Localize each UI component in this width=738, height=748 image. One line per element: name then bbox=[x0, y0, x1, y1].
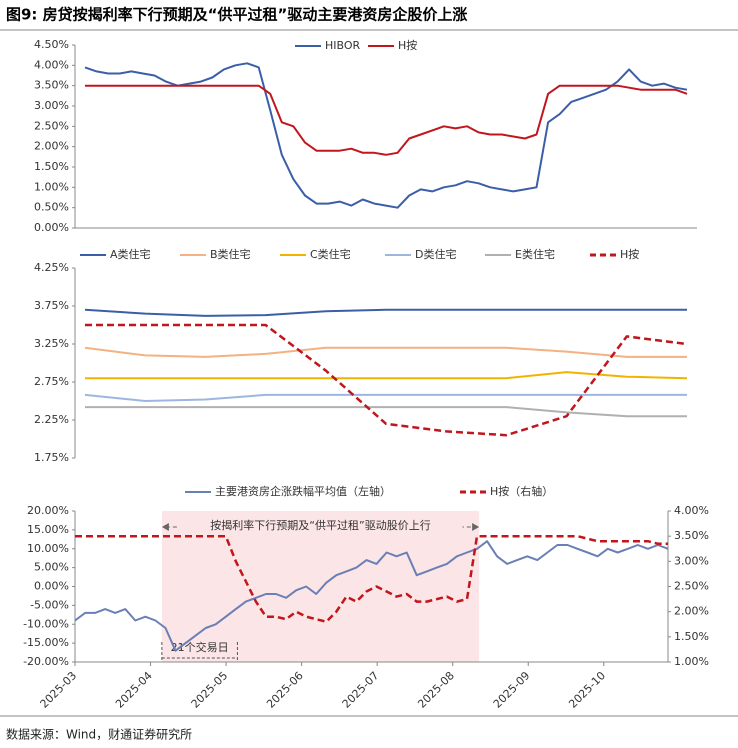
legend-label: A类住宅 bbox=[110, 247, 151, 261]
legend-label: B类住宅 bbox=[210, 247, 251, 261]
y-tick-label: 3.50% bbox=[34, 79, 69, 92]
series-line bbox=[85, 84, 688, 156]
x-tick-label: 2025-06 bbox=[264, 669, 306, 711]
legend-label: D类住宅 bbox=[415, 247, 456, 261]
legend-label: 主要港资房企涨跌幅平均值（左轴） bbox=[215, 484, 391, 498]
y-tick-label: 4.00% bbox=[34, 58, 69, 71]
y-tick-label: 2.50% bbox=[34, 119, 69, 132]
legend-label: H按（右轴） bbox=[490, 484, 553, 498]
legend-label: HIBOR bbox=[325, 39, 361, 52]
y2-tick-label: 4.00% bbox=[674, 504, 709, 517]
x-tick-label: 2025-04 bbox=[113, 669, 155, 711]
shaded-period bbox=[161, 511, 480, 662]
source: 数据来源：Wind，财通证券研究所 bbox=[6, 727, 192, 742]
x-tick-label: 2025-07 bbox=[340, 669, 382, 711]
y-tick-label: -20.00% bbox=[23, 655, 69, 668]
y-tick-label: 3.00% bbox=[34, 99, 69, 112]
x-tick-label: 2025-08 bbox=[415, 669, 457, 711]
y2-tick-label: 1.50% bbox=[674, 630, 709, 643]
legend-label: H按 bbox=[398, 38, 417, 52]
y-tick-label: 4.25% bbox=[34, 261, 69, 274]
series-line bbox=[85, 406, 687, 418]
y-tick-label: 1.75% bbox=[34, 451, 69, 464]
series-line bbox=[75, 534, 668, 623]
series-line bbox=[84, 62, 688, 209]
y-tick-label: 1.50% bbox=[34, 160, 69, 173]
series-line bbox=[85, 323, 688, 437]
y-tick-label: -10.00% bbox=[23, 617, 69, 630]
series-line bbox=[84, 393, 687, 402]
y-tick-label: 5.00% bbox=[34, 561, 69, 574]
annotation-bg bbox=[178, 518, 463, 534]
x-tick-label: 2025-09 bbox=[491, 669, 533, 711]
y-tick-label: 20.00% bbox=[27, 504, 69, 517]
y-tick-label: 0.00% bbox=[34, 221, 69, 234]
y-tick-label: 0.50% bbox=[34, 201, 69, 214]
legend-label: C类住宅 bbox=[310, 247, 351, 261]
y-tick-label: 2.00% bbox=[34, 140, 69, 153]
x-tick-label: 2025-10 bbox=[566, 669, 608, 711]
series-line bbox=[84, 346, 687, 358]
legend-label: E类住宅 bbox=[515, 247, 555, 261]
annotation: 按揭利率下行预期及“供平过租”驱动股价上行 bbox=[210, 518, 430, 532]
y2-tick-label: 2.50% bbox=[674, 580, 709, 593]
y-tick-label: 3.25% bbox=[34, 337, 69, 350]
legend-label: H按 bbox=[620, 247, 639, 261]
y2-tick-label: 2.00% bbox=[674, 605, 709, 618]
y-tick-label: 2.25% bbox=[34, 413, 69, 426]
figure-title: 图9: 房贷按揭利率下行预期及“供平过租”驱动主要港资房企股价上涨 bbox=[6, 6, 467, 24]
y-tick-label: 10.00% bbox=[27, 542, 69, 555]
y2-tick-label: 3.50% bbox=[674, 529, 709, 542]
series-line bbox=[84, 308, 687, 317]
x-tick-label: 2025-03 bbox=[38, 669, 80, 711]
y-tick-label: 4.50% bbox=[34, 38, 69, 51]
y-tick-label: 1.00% bbox=[34, 180, 69, 193]
y2-tick-label: 3.00% bbox=[674, 554, 709, 567]
y-tick-label: 15.00% bbox=[27, 523, 69, 536]
y2-tick-label: 1.00% bbox=[674, 655, 709, 668]
series-line bbox=[74, 540, 669, 652]
y-tick-label: -15.00% bbox=[23, 636, 69, 649]
y-tick-label: 0.00% bbox=[34, 580, 69, 593]
series-line bbox=[85, 371, 688, 380]
x-tick-label: 2025-05 bbox=[189, 669, 231, 711]
y-tick-label: 2.75% bbox=[34, 375, 69, 388]
y-tick-label: 3.75% bbox=[34, 299, 69, 312]
y-tick-label: -5.00% bbox=[30, 598, 69, 611]
